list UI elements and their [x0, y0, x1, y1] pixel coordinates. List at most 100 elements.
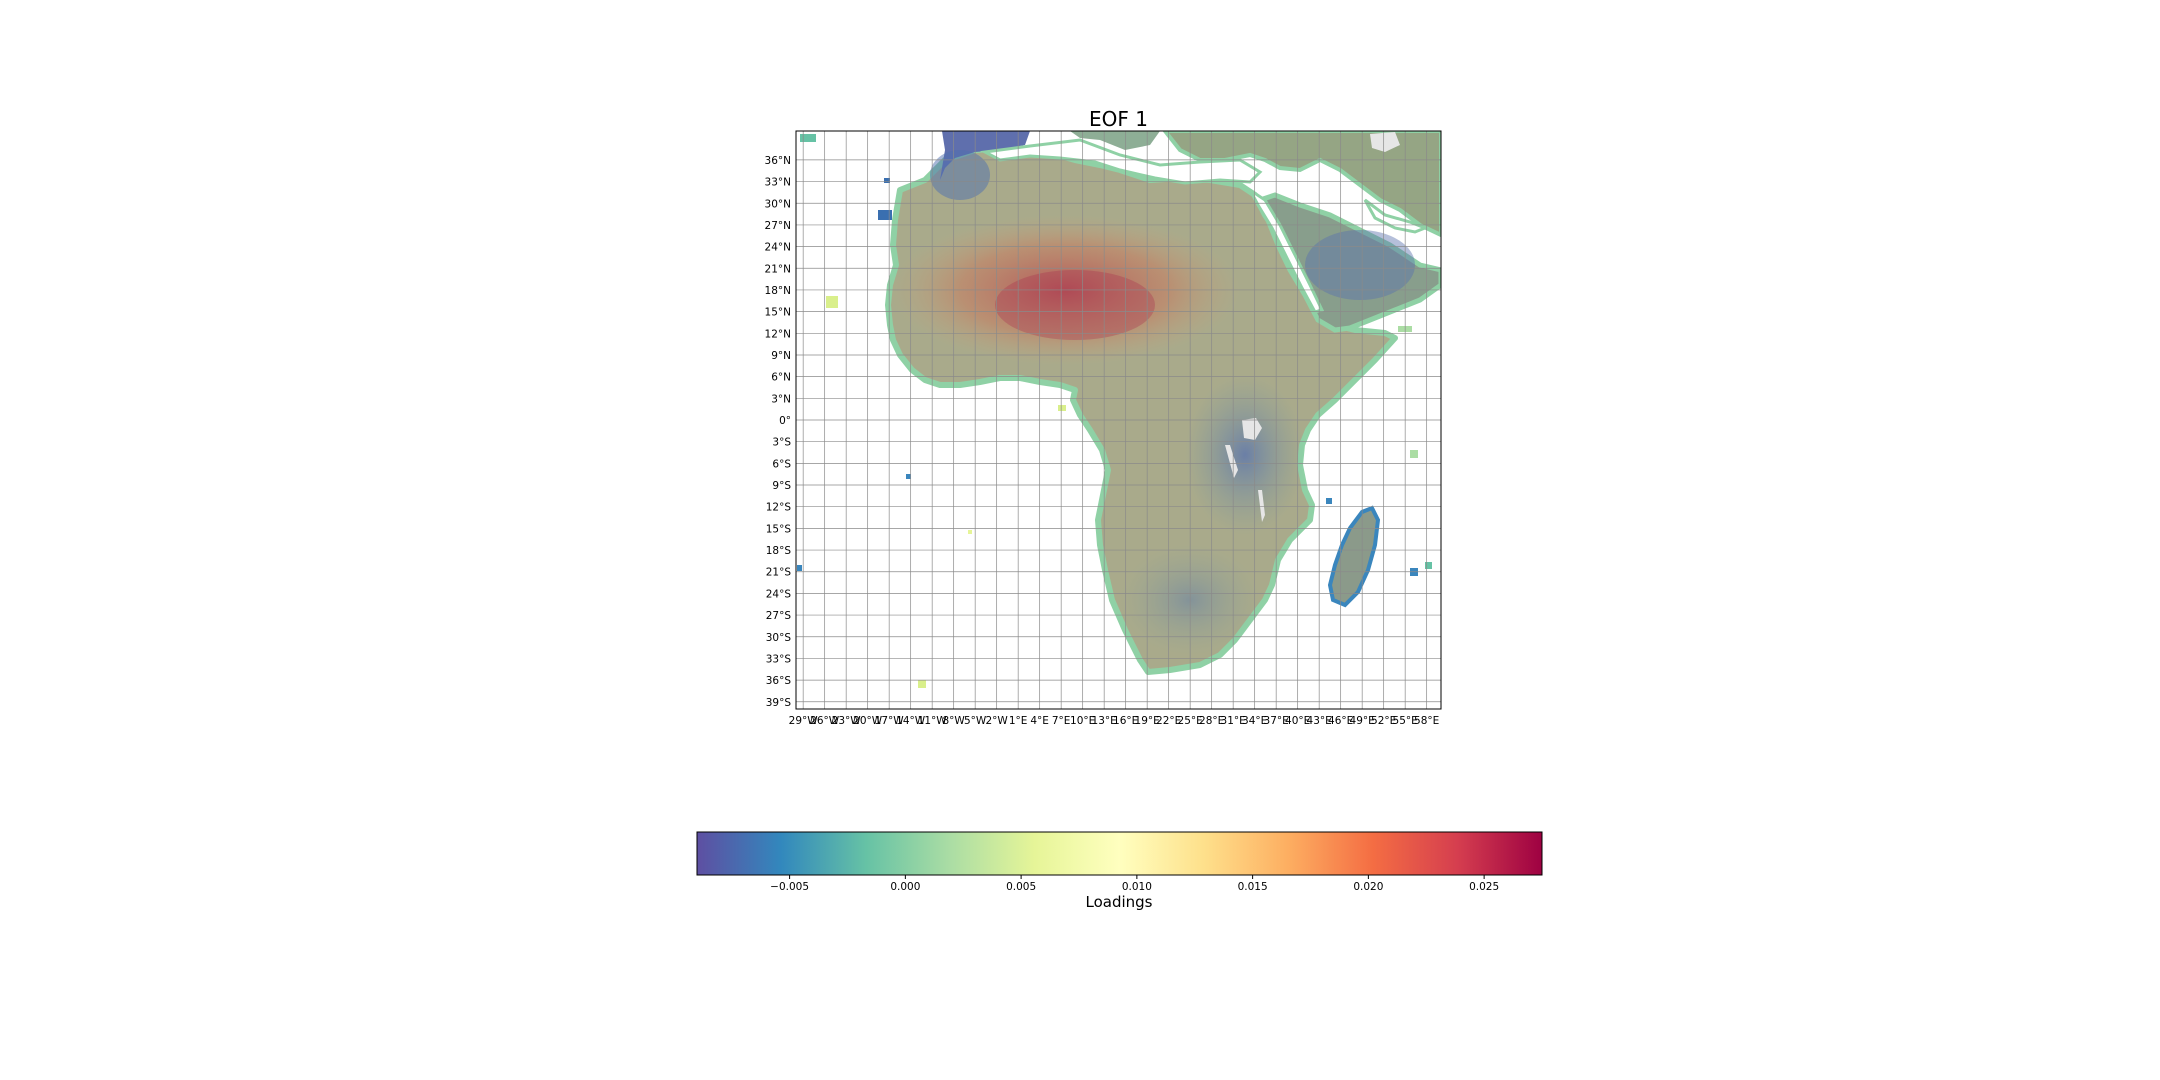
lon-tick-label: 7°E — [1052, 715, 1071, 727]
azores-west-island — [797, 565, 802, 571]
lat-tick-label: 6°S — [772, 458, 791, 470]
longitude-tick-labels: 29°W26°W23°W20°W17°W14°W11°W8°W 5°W 2°W 1°E… — [789, 715, 1440, 727]
map-panel: 36°N 33°N 30°N 27°N 24°N 21°N 18°N 15°N 12°N 9°N 6… — [765, 130, 1442, 727]
lat-tick-label: 39°S — [766, 697, 792, 709]
colorbar-tick-label: 0.020 — [1353, 881, 1383, 893]
madeira-island — [884, 178, 890, 183]
lon-tick-label: 20°W — [853, 715, 883, 727]
st-helena-island — [968, 530, 972, 534]
lat-tick-label: 3°N — [771, 393, 791, 405]
colorbar-tick-label: 0.015 — [1238, 881, 1268, 893]
lat-tick-label: 15°S — [766, 523, 792, 535]
east-africa-low-loadings — [1185, 375, 1305, 535]
lat-tick-label: 15°N — [765, 307, 791, 319]
lat-tick-label: 24°S — [766, 588, 792, 600]
lon-tick-label: 8°W — [943, 715, 966, 727]
map-frame — [795, 130, 1442, 710]
lat-tick-label: 18°N — [765, 285, 791, 297]
lat-tick-label: 33°N — [765, 177, 791, 189]
colorbar-tick-label: 0.000 — [890, 881, 920, 893]
lon-tick-label: 34°E — [1242, 715, 1267, 727]
colorbar-gradient — [696, 831, 1543, 876]
lon-tick-label: 1°E — [1009, 715, 1028, 727]
lon-tick-label: 37°E — [1264, 715, 1289, 727]
madagascar-landmass — [1327, 505, 1381, 608]
lat-tick-label: 21°S — [766, 567, 792, 579]
colorbar-tick-labels: −0.005 0.000 0.005 0.010 0.015 0.020 0.025 — [770, 875, 1499, 893]
lat-tick-label: 3°S — [772, 437, 791, 449]
colorbar-tick-label: −0.005 — [770, 881, 809, 893]
colorbar-tick-label: 0.025 — [1469, 881, 1499, 893]
lon-tick-label: 43°E — [1307, 715, 1332, 727]
lat-tick-label: 21°N — [765, 263, 791, 275]
lat-tick-label: 24°N — [765, 242, 791, 254]
lat-tick-label: 36°S — [766, 675, 792, 687]
map-title: EOF 1 — [1089, 107, 1148, 131]
lat-tick-label: 6°N — [771, 372, 791, 384]
lon-tick-label: 26°W — [810, 715, 840, 727]
lon-tick-label: 23°W — [832, 715, 862, 727]
lon-tick-label: 25°E — [1178, 715, 1203, 727]
azores-islands — [800, 134, 816, 142]
lon-tick-label: 17°W — [875, 715, 905, 727]
colorbar-tick-label: 0.010 — [1122, 881, 1152, 893]
lon-tick-label: 5°W — [964, 715, 987, 727]
lon-tick-label: 13°E — [1092, 715, 1117, 727]
lon-tick-label: 58°E — [1414, 715, 1439, 727]
lon-tick-label: 49°E — [1350, 715, 1375, 727]
gridlines — [796, 131, 1441, 709]
lat-tick-label: 27°N — [765, 220, 791, 232]
mediterranean-sea — [980, 138, 1263, 185]
lon-tick-label: 16°E — [1113, 715, 1138, 727]
red-sea — [1248, 188, 1325, 314]
lon-tick-label: 55°E — [1393, 715, 1418, 727]
lat-tick-label: 36°N — [765, 155, 791, 167]
tristan-island — [918, 680, 926, 688]
lon-tick-label: 2°W — [986, 715, 1009, 727]
lon-tick-label: 10°E — [1070, 715, 1095, 727]
lon-tick-label: 29°W — [789, 715, 819, 727]
lake-malawi — [1258, 490, 1265, 522]
lon-tick-label: 46°E — [1328, 715, 1353, 727]
lat-tick-label: 9°S — [772, 480, 791, 492]
caspian-sea — [1370, 132, 1400, 152]
lat-tick-label: 33°S — [766, 653, 792, 665]
lat-tick-label: 12°N — [765, 328, 791, 340]
lat-tick-label: 18°S — [766, 545, 792, 557]
bioko-island — [1058, 405, 1066, 411]
persian-gulf — [1363, 198, 1430, 234]
colorbar: −0.005 0.000 0.005 0.010 0.015 0.020 0.025 Loa… — [696, 831, 1543, 911]
lon-tick-label: 28°E — [1199, 715, 1224, 727]
lake-victoria — [1242, 418, 1262, 440]
lat-tick-label: 0° — [779, 415, 791, 427]
northwest-africa-low-loadings — [930, 150, 990, 200]
lat-tick-label: 12°S — [766, 502, 792, 514]
lat-tick-label: 30°S — [766, 632, 792, 644]
ascension-island — [906, 474, 911, 479]
lon-tick-label: 4°E — [1030, 715, 1049, 727]
colorbar-label: Loadings — [1086, 893, 1153, 911]
latitude-tick-labels: 36°N 33°N 30°N 27°N 24°N 21°N 18°N 15°N 12°N 9°N 6… — [765, 155, 792, 709]
iberia-landmass — [940, 131, 1030, 180]
canary-islands — [878, 210, 892, 220]
lon-tick-label: 11°W — [918, 715, 948, 727]
comoros-islands — [1326, 498, 1332, 504]
lon-tick-label: 22°E — [1156, 715, 1181, 727]
lat-tick-label: 27°S — [766, 610, 792, 622]
seychelles-islands — [1410, 450, 1418, 458]
sahara-core-loadings — [995, 270, 1155, 340]
colorbar-tick-label: 0.005 — [1006, 881, 1036, 893]
arabia-low-loadings — [1305, 230, 1415, 300]
cape-verde-islands — [826, 296, 838, 308]
italy-landmass — [1070, 131, 1160, 150]
lake-tanganyika — [1225, 445, 1238, 478]
lon-tick-label: 19°E — [1135, 715, 1160, 727]
lon-tick-label: 40°E — [1285, 715, 1310, 727]
lon-tick-label: 14°W — [896, 715, 926, 727]
lon-tick-label: 31°E — [1221, 715, 1246, 727]
reunion-island — [1425, 562, 1432, 569]
lat-tick-label: 9°N — [771, 350, 791, 362]
lat-tick-label: 30°N — [765, 198, 791, 210]
lon-tick-label: 52°E — [1371, 715, 1396, 727]
